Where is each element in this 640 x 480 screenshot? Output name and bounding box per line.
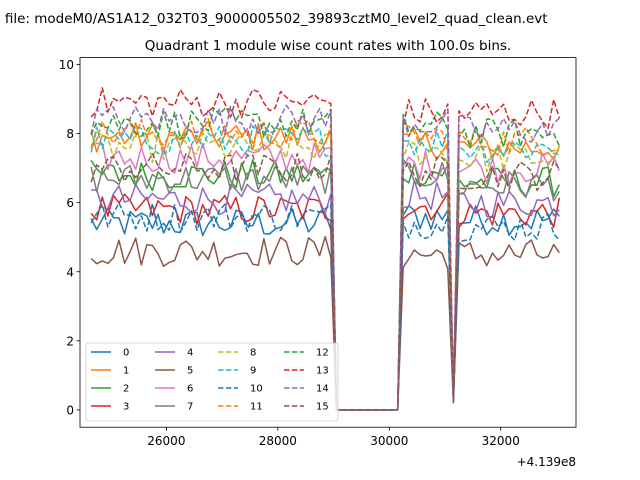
legend-entry-label: 3 [123,402,129,413]
x-tick-label: 28000 [259,434,297,448]
series-line-2 [90,159,560,411]
x-tick-label: 32000 [482,434,520,448]
series-line-3 [90,192,561,411]
series-line-12 [90,107,560,411]
legend-entry-label: 5 [187,366,193,377]
series-line-15 [90,152,560,411]
series-line-8 [90,131,560,411]
series-line-11 [90,117,560,411]
y-tick-label: 4 [66,265,74,279]
legend-entry-label: 10 [250,384,263,395]
chart-title: Quadrant 1 module wise count rates with … [145,38,511,54]
y-tick-label: 8 [66,127,74,141]
series-line-13 [90,87,561,411]
legend-entry-label: 0 [123,348,129,359]
legend-entry-label: 15 [316,402,329,413]
x-tick-label: 30000 [370,434,408,448]
x-offset-label: +4.139e8 [517,455,576,469]
x-tick-label: 26000 [147,434,185,448]
series-line-7 [90,158,560,411]
y-tick-label: 0 [66,403,74,417]
axes-frame [79,57,577,428]
legend-entry-label: 13 [316,366,329,377]
legend-entry-label: 11 [250,402,263,413]
legend-entry-label: 9 [250,366,256,377]
legend-entry-label: 12 [316,348,329,359]
legend-entry-label: 1 [123,366,129,377]
legend-entry-label: 4 [187,348,193,359]
legend-frame [85,342,339,422]
plot-area [90,87,561,411]
legend-entry-label: 14 [316,384,329,395]
series-line-5 [90,235,560,411]
legend-entry-label: 6 [187,384,193,395]
y-axis: 0 2 4 6 8 10 [59,58,80,417]
y-tick-label: 10 [59,58,74,72]
series-line-14 [90,104,560,411]
legend-entry-label: 7 [187,402,193,413]
series-line-10 [90,202,560,411]
figure-suptitle: n file: modeM0/AS1A12_032T03_9000005502_… [0,11,548,27]
x-axis: 26000 28000 30000 32000 [147,427,520,448]
legend-entry-label: 2 [123,384,129,395]
y-tick-label: 2 [66,334,74,348]
series-line-6 [90,142,560,411]
legend-entry-label: 8 [250,348,256,359]
y-tick-label: 6 [66,196,74,210]
